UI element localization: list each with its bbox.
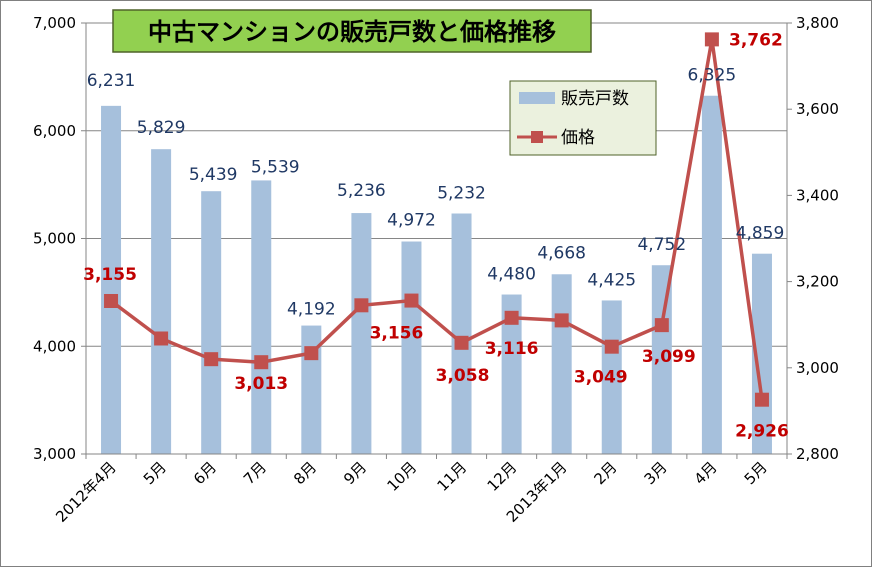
bar xyxy=(401,241,422,454)
bar-value-label: 4,480 xyxy=(487,265,536,285)
price-value-label: 2,926 xyxy=(735,422,789,442)
bar-value-label: 5,236 xyxy=(337,181,386,201)
price-marker xyxy=(454,335,469,350)
price-value-label: 3,049 xyxy=(574,368,628,388)
bar-value-label: 4,859 xyxy=(736,224,785,244)
price-value-label: 3,155 xyxy=(83,265,137,285)
chart-title-box xyxy=(112,9,592,53)
bar-value-label: 5,829 xyxy=(137,118,186,138)
price-marker xyxy=(204,352,219,367)
price-marker xyxy=(304,346,319,361)
price-value-label: 3,013 xyxy=(234,374,288,394)
left-axis-tick-label: 7,000 xyxy=(33,14,76,32)
bar-value-label: 6,231 xyxy=(87,71,136,91)
bar-value-label: 5,439 xyxy=(189,165,238,185)
bar-series xyxy=(101,95,772,455)
price-marker xyxy=(554,313,569,328)
chart-title: 中古マンションの販売戸数と価格推移 xyxy=(112,9,592,53)
bar xyxy=(251,180,272,455)
bar-value-label: 6,325 xyxy=(688,66,737,86)
bar xyxy=(151,149,172,455)
bar xyxy=(651,265,672,454)
left-axis-tick-label: 3,000 xyxy=(33,445,76,463)
bar-value-label: 5,539 xyxy=(251,157,300,177)
price-value-label: 3,156 xyxy=(370,324,424,344)
bar xyxy=(101,105,122,455)
left-axis-tick-label: 4,000 xyxy=(33,337,76,355)
right-axis-tick-label: 3,800 xyxy=(796,14,839,32)
legend-line-label: 価格 xyxy=(561,128,595,148)
bar xyxy=(701,95,722,454)
right-axis-tick-label: 3,600 xyxy=(796,100,839,118)
bar xyxy=(601,300,622,454)
bar-value-label: 5,232 xyxy=(437,184,486,204)
bar xyxy=(551,274,572,454)
bar-value-label: 4,668 xyxy=(537,243,586,263)
bar-value-label: 4,752 xyxy=(637,235,686,255)
price-marker xyxy=(754,392,769,407)
right-axis-tick-label: 3,000 xyxy=(796,359,839,377)
price-marker xyxy=(104,293,119,308)
legend: 販売戸数 価格 xyxy=(509,80,657,156)
price-value-label: 3,116 xyxy=(485,339,539,359)
price-marker xyxy=(254,355,269,370)
right-axis-tick-label: 3,200 xyxy=(796,273,839,291)
price-marker xyxy=(504,310,519,325)
bar-value-label: 4,972 xyxy=(387,211,436,231)
chart-title-text: 中古マンションの販売戸数と価格推移 xyxy=(148,18,556,46)
price-marker xyxy=(654,318,669,333)
left-axis-tick-label: 6,000 xyxy=(33,122,76,140)
right-axis-tick-label: 2,800 xyxy=(796,445,839,463)
price-marker xyxy=(704,32,719,47)
price-line xyxy=(109,37,764,400)
bar xyxy=(201,191,222,454)
price-value-label: 3,058 xyxy=(436,366,490,386)
price-marker xyxy=(404,293,419,308)
bar xyxy=(351,213,372,454)
price-marker xyxy=(354,298,369,313)
bar-value-label: 4,425 xyxy=(587,270,636,290)
price-marker xyxy=(604,339,619,354)
right-axis-tick-label: 3,400 xyxy=(796,186,839,204)
legend-bar-swatch xyxy=(519,92,555,104)
data-labels: 6,231 5,829 5,439 5,539 4,192 5,2364,9725,232… xyxy=(83,30,789,441)
price-value-label: 3,099 xyxy=(642,347,696,367)
price-marker xyxy=(154,331,169,346)
left-axis-tick-label: 5,000 xyxy=(33,230,76,248)
bar xyxy=(451,213,472,454)
legend-bar-label: 販売戸数 xyxy=(561,89,629,109)
bar xyxy=(501,294,522,454)
bar-value-label: 4,192 xyxy=(287,300,336,320)
line-series xyxy=(104,32,769,407)
price-value-label: 3,762 xyxy=(729,30,783,50)
legend-line-marker xyxy=(531,131,543,143)
